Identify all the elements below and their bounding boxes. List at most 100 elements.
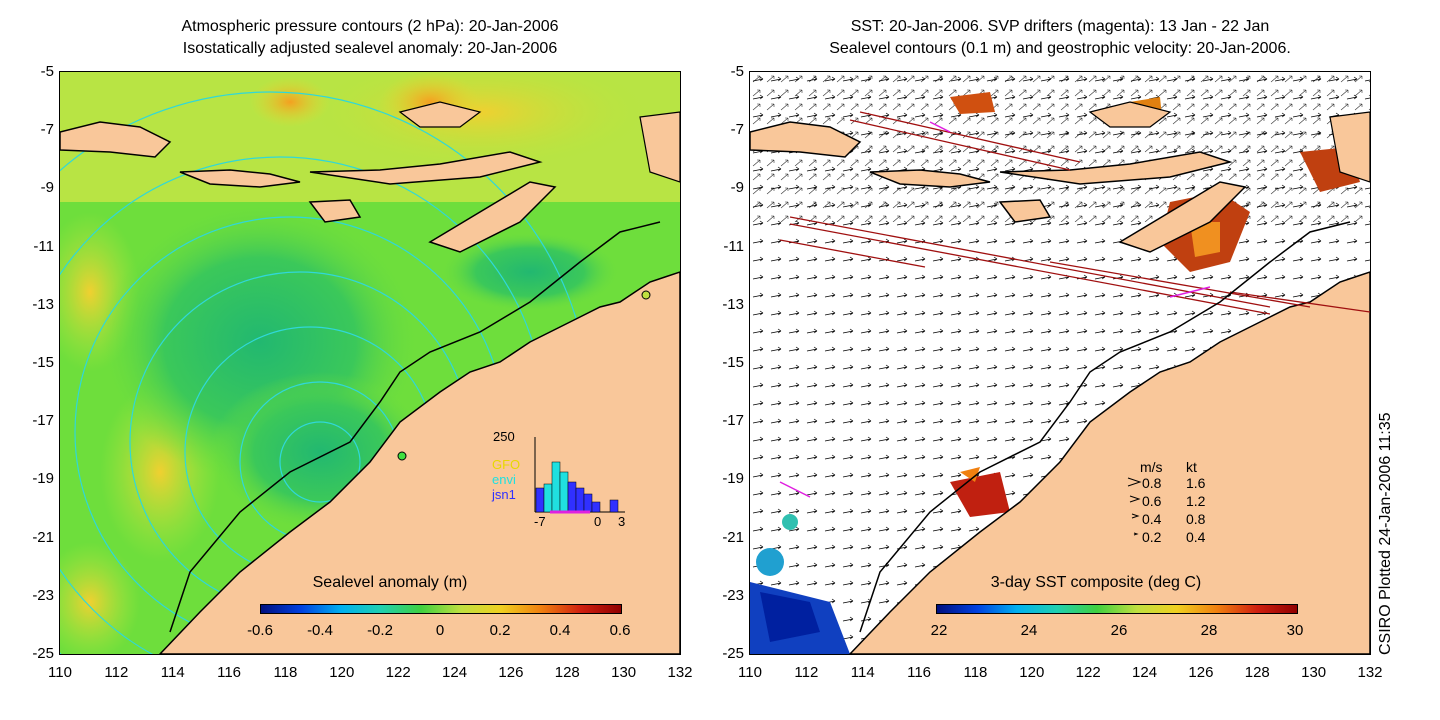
island-java — [750, 121, 862, 158]
y-tick-label: -13 — [32, 295, 54, 313]
y-tick-label: -25 — [32, 645, 54, 662]
station-marker — [397, 451, 407, 461]
x-tick-label: 130 — [611, 664, 637, 681]
left-cb-tick: 0.4 — [549, 622, 571, 639]
y-tick-label: -7 — [730, 121, 744, 139]
histogram-inset — [534, 437, 625, 514]
y-tick-label: -21 — [722, 528, 744, 546]
y-tick-label: -11 — [723, 237, 744, 255]
y-tick-label: -9 — [40, 179, 54, 197]
y-tick-label: -11 — [33, 237, 54, 255]
x-tick-label: 116 — [907, 664, 932, 681]
y-tick-label: -17 — [32, 412, 54, 430]
x-tick-label: 132 — [1357, 664, 1383, 681]
histogram-legend-jsn1: jsn1 — [492, 487, 516, 502]
island-sumba — [308, 199, 362, 223]
y-tick-label: -7 — [40, 121, 54, 139]
x-tick-label: 126 — [498, 664, 524, 681]
x-tick-label: 116 — [217, 664, 242, 681]
right-title-line2: Sealevel contours (0.1 m) and geostrophi… — [829, 40, 1291, 57]
right-cb-tick: 26 — [1110, 622, 1128, 639]
velocity-legend-kt: 0.4 — [1186, 529, 1206, 545]
y-tick-label: -17 — [722, 412, 744, 430]
sst-patches — [750, 92, 1360, 654]
x-tick-label: 110 — [738, 664, 762, 681]
australia-land — [848, 271, 1370, 654]
left-cb-tick: 0.2 — [489, 622, 511, 639]
left-cb-tick: -0.4 — [307, 622, 333, 639]
left-map-panel: Sealevel anomaly (m) -0.6 -0.4 -0.2 0 0.… — [60, 72, 680, 654]
right-cb-tick: 30 — [1286, 622, 1304, 639]
left-colorbar-title: Sealevel anomaly (m) — [312, 574, 468, 591]
right-colorbar — [936, 604, 1298, 614]
right-title-line1: SST: 20-Jan-2006. SVP drifters (magenta)… — [850, 18, 1270, 35]
y-tick-label: -23 — [32, 586, 54, 604]
right-colorbar-title: 3-day SST composite (deg C) — [990, 574, 1202, 591]
histogram-xlabel: 3 — [618, 514, 626, 529]
svp-drifter-tracks — [779, 121, 1211, 498]
y-tick-label: -15 — [32, 354, 54, 371]
x-tick-label: 124 — [1132, 664, 1158, 681]
velocity-legend-ms: 0.4 — [1142, 511, 1162, 527]
x-tick-label: 128 — [554, 664, 580, 681]
x-tick-label: 132 — [667, 664, 693, 681]
island-sumbawa — [869, 169, 991, 188]
y-tick-label: -19 — [32, 470, 54, 488]
island-tanimbar — [1329, 111, 1370, 183]
velocity-legend-ms: 0.2 — [1142, 529, 1162, 545]
left-map-frame — [59, 71, 681, 655]
x-tick-label: 122 — [1075, 664, 1101, 681]
left-cb-tick: -0.6 — [247, 622, 273, 639]
left-title-line2: Isostatically adjusted sealevel anomaly:… — [182, 40, 558, 57]
velocity-legend-arrows — [1127, 477, 1142, 536]
x-tick-label: 114 — [160, 664, 185, 681]
x-tick-label: 122 — [385, 664, 411, 681]
velocity-legend-kt: 1.2 — [1186, 493, 1206, 509]
left-cb-tick: -0.2 — [367, 622, 393, 639]
island-timor — [428, 181, 557, 253]
y-tick-label: -5 — [40, 63, 54, 80]
shelf-break-line — [169, 221, 661, 633]
x-tick-label: 128 — [1244, 664, 1270, 681]
left-title-line1: Atmospheric pressure contours (2 hPa): 2… — [181, 18, 559, 35]
island-flores — [999, 151, 1233, 185]
y-tick-label: -9 — [730, 179, 744, 197]
y-tick-label: -19 — [722, 470, 744, 488]
right-cb-tick: 22 — [930, 622, 948, 639]
x-tick-label: 124 — [442, 664, 468, 681]
shelf-break-line — [859, 221, 1351, 633]
x-tick-label: 118 — [963, 664, 988, 681]
x-tick-label: 130 — [1301, 664, 1327, 681]
x-tick-label: 126 — [1188, 664, 1214, 681]
left-map-svg — [60, 72, 680, 654]
right-map-panel: m/s kt 0.8 1.6 0.6 1.2 0.4 0.8 0.2 0.4 3… — [750, 72, 1370, 654]
australia-land — [158, 271, 680, 654]
histogram-legend-envi: envi — [492, 472, 516, 487]
velocity-legend-header-kt: kt — [1186, 459, 1197, 475]
y-tick-label: -25 — [722, 645, 744, 662]
island-sumbawa — [179, 169, 301, 188]
x-tick-label: 110 — [48, 664, 72, 681]
right-cb-tick: 28 — [1200, 622, 1218, 639]
velocity-legend-ms: 0.8 — [1142, 475, 1162, 491]
histogram-legend-gfo: GFO — [492, 457, 521, 472]
island-sumba — [998, 199, 1052, 223]
left-cb-tick: 0.6 — [609, 622, 631, 639]
credit-text: CSIRO Plotted 24-Jan-2006 11:35 — [1377, 412, 1394, 655]
velocity-legend-kt: 1.6 — [1186, 475, 1206, 491]
left-cb-tick: 0 — [435, 622, 445, 639]
x-tick-label: 120 — [329, 664, 355, 681]
island-north — [398, 101, 482, 128]
histogram-xlabel: 0 — [594, 514, 602, 529]
y-tick-label: -21 — [32, 528, 54, 546]
island-tanimbar — [639, 111, 680, 183]
velocity-legend-header-ms: m/s — [1140, 459, 1163, 475]
x-tick-label: 118 — [273, 664, 298, 681]
histogram-xlabel: -7 — [534, 514, 546, 529]
left-colorbar — [260, 604, 622, 614]
velocity-legend-kt: 0.8 — [1186, 511, 1206, 527]
x-tick-label: 112 — [104, 664, 129, 681]
histogram-ymax-label: 250 — [493, 429, 515, 444]
x-tick-label: 114 — [850, 664, 875, 681]
x-tick-label: 120 — [1019, 664, 1045, 681]
